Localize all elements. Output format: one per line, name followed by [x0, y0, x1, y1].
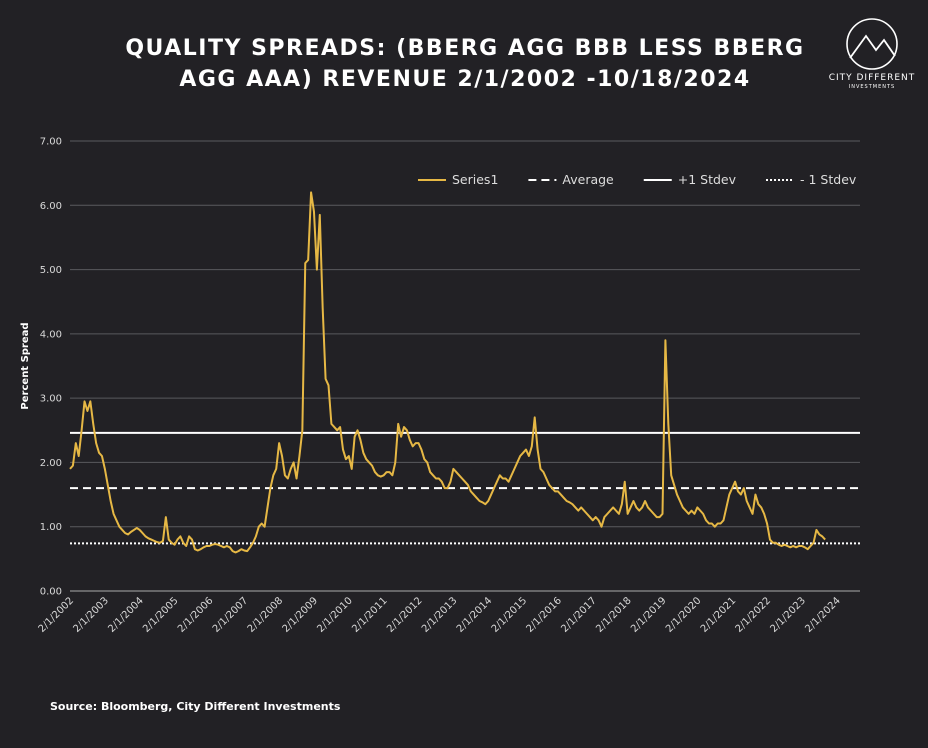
x-tick-label: 2/1/2020 [664, 595, 704, 635]
x-tick-label: 2/1/2004 [106, 595, 146, 635]
y-tick-label: 5.00 [40, 265, 62, 276]
legend: Series1 Average +1 Stdev - 1 Stdev [418, 172, 857, 187]
legend-label: Average [562, 172, 614, 187]
x-tick-label: 2/1/2009 [281, 595, 321, 635]
logo-sub: INVESTMENTS [849, 84, 895, 90]
chart-title: QUALITY SPREADS: (BBERG AGG BBB LESS BBE… [125, 36, 805, 92]
y-tick-label: 0.00 [40, 587, 62, 598]
x-tick-label: 2/1/2006 [176, 595, 216, 635]
x-tick-label: 2/1/2019 [629, 595, 669, 635]
x-tick-label: 2/1/2007 [211, 595, 251, 635]
logo: CITY DIFFERENT INVESTMENTS [829, 18, 916, 90]
x-tick-label: 2/1/2024 [803, 595, 843, 635]
logo-circle [846, 18, 898, 70]
x-tick-label: 2/1/2016 [525, 595, 565, 635]
y-tick-label: 7.00 [40, 137, 62, 148]
y-axis-label: Percent Spread [20, 322, 31, 409]
x-tick-label: 2/1/2014 [455, 595, 495, 635]
x-tick-label: 2/1/2018 [594, 595, 634, 635]
x-tick-label: 2/1/2013 [420, 595, 460, 635]
legend-label: Series1 [452, 172, 498, 187]
x-tick-label: 2/1/2002 [37, 595, 77, 635]
x-tick-label: 2/1/2012 [385, 595, 425, 635]
y-tick-label: 1.00 [40, 522, 62, 533]
legend-label: +1 Stdev [678, 172, 737, 187]
y-tick-label: 3.00 [40, 394, 62, 405]
x-tick-label: 2/1/2005 [141, 595, 181, 635]
source-note: Source: Bloomberg, City Different Invest… [50, 700, 341, 713]
legend-label: - 1 Stdev [800, 172, 857, 187]
x-tick-label: 2/1/2003 [71, 595, 111, 635]
x-tick-label: 2/1/2011 [350, 595, 390, 635]
y-tick-label: 6.00 [40, 201, 62, 212]
series-line [69, 191, 826, 554]
logo-mountain [849, 34, 896, 59]
x-tick-label: 2/1/2010 [315, 595, 355, 635]
x-tick-label: 2/1/2022 [734, 595, 774, 635]
y-tick-label: 2.00 [40, 458, 62, 469]
x-tick-label: 2/1/2017 [559, 595, 599, 635]
x-tick-label: 2/1/2023 [768, 595, 808, 635]
logo-name: CITY DIFFERENT [829, 73, 916, 83]
y-tick-label: 4.00 [40, 329, 62, 340]
x-tick-label: 2/1/2015 [490, 595, 530, 635]
x-tick-label: 2/1/2008 [246, 595, 286, 635]
x-tick-label: 2/1/2021 [699, 595, 739, 635]
